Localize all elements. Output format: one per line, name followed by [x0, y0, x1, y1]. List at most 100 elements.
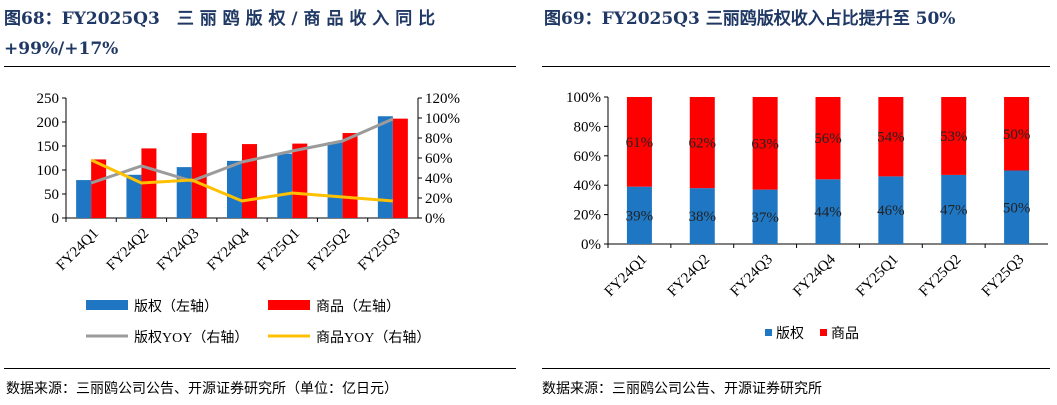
- right-y-tick-label: 40%: [425, 171, 453, 187]
- bar-merch-share: [941, 97, 967, 175]
- data-label-brand: 44%: [814, 205, 842, 221]
- legend-label: 版权YOY（右轴）: [134, 330, 248, 346]
- legend-swatch: [765, 329, 772, 336]
- data-label-merch: 53%: [940, 129, 968, 145]
- x-tick-label: FY25Q2: [305, 226, 353, 274]
- x-tick-label: FY25Q3: [355, 226, 403, 274]
- data-label-merch: 62%: [689, 136, 717, 152]
- data-label-brand: 50%: [1003, 200, 1031, 216]
- x-tick-label: FY24Q1: [602, 252, 650, 300]
- title-rule: [542, 66, 1050, 67]
- bar-merch-share: [752, 97, 778, 190]
- chart-revenue-share: 0% 20% 40% 60% 80% 100% 39% 61% FY24Q1 38% 62% FY24…: [566, 90, 1048, 342]
- source-note: 数据来源：三丽鸥公司公告、开源证券研究所（单位：亿日元）: [6, 381, 398, 397]
- x-tick-label: FY24Q1: [54, 226, 102, 274]
- right-y-tick-label: 20%: [425, 191, 453, 207]
- x-tick-label: FY24Q4: [790, 251, 839, 300]
- bar-merch: [242, 144, 257, 218]
- bar-merch: [292, 143, 308, 218]
- x-tick-label: FY24Q4: [204, 225, 253, 274]
- y-tick-label: 100%: [566, 90, 601, 106]
- legend-label: 商品（左轴）: [316, 299, 400, 315]
- legend-label: 商品: [831, 326, 859, 342]
- y-tick-label: 0%: [581, 237, 601, 253]
- line-brand-yoy: [90, 117, 394, 185]
- bar-brand: [377, 116, 393, 218]
- x-tick-label: FY24Q3: [154, 226, 202, 274]
- data-label-merch: 54%: [877, 130, 905, 146]
- bar-merch-share: [1004, 97, 1030, 171]
- legend-label: 版权（左轴）: [134, 299, 218, 315]
- right-y-tick-label: 120%: [425, 91, 460, 107]
- right-y-tick-label: 80%: [425, 131, 453, 147]
- left-y-tick-label: 250: [37, 91, 60, 107]
- data-label-brand: 38%: [689, 209, 717, 225]
- figure-title: 图68：FY2025Q3 三 丽 鸥 版 权 / 商 品 收 入 同 比 +99…: [4, 4, 516, 64]
- data-label-merch: 50%: [1003, 127, 1031, 143]
- legend-swatch: [268, 300, 310, 310]
- bar-brand-share: [815, 179, 841, 244]
- legend-swatch: [820, 329, 827, 336]
- right-y-tick-label: 0%: [425, 211, 445, 227]
- data-label-merch: 63%: [751, 136, 779, 152]
- bar-merch-share: [626, 97, 652, 187]
- bar-brand: [277, 153, 293, 218]
- bar-brand: [176, 167, 192, 218]
- line-merch-yoy: [90, 158, 393, 203]
- right-y-tick-label: 100%: [425, 111, 460, 127]
- bar-brand: [126, 174, 142, 218]
- title-rule: [4, 66, 516, 67]
- bar-merch: [91, 159, 107, 218]
- chart-brand-vs-merch-revenue: 0 50 100 150 200 250 0% 20% 40% 60% 80% 100% 120% FY2…: [37, 91, 461, 346]
- left-y-tick-label: 200: [37, 115, 60, 131]
- x-tick-label: FY24Q2: [665, 252, 713, 300]
- bar-brand-share: [1004, 170, 1030, 244]
- figure-title-line1: 图68：FY2025Q3 三 丽 鸥 版 权 / 商 品 收 入 同 比: [4, 9, 436, 29]
- bar-brand-share: [626, 186, 652, 244]
- y-tick-label: 60%: [574, 149, 602, 165]
- data-label-merch: 61%: [626, 135, 654, 151]
- x-tick-label: FY24Q2: [104, 226, 152, 274]
- bar-merch-share: [878, 97, 904, 177]
- bar-merch-share: [815, 97, 841, 180]
- x-tick-label: FY25Q1: [853, 252, 901, 300]
- figure-68: 图68：FY2025Q3 三 丽 鸥 版 权 / 商 品 收 入 同 比 +99…: [0, 0, 520, 405]
- bar-brand: [327, 142, 343, 218]
- y-tick-label: 20%: [574, 208, 602, 224]
- data-label-merch: 56%: [814, 131, 842, 147]
- bar-brand-share: [941, 174, 967, 244]
- left-y-tick-label: 100: [37, 163, 60, 179]
- left-y-tick-label: 0: [52, 211, 60, 227]
- bar-merch: [392, 118, 408, 218]
- bar-brand-share: [752, 189, 778, 244]
- x-tick-label: FY25Q3: [979, 252, 1027, 300]
- bar-brand: [76, 180, 92, 218]
- bar-merch-share: [689, 97, 715, 189]
- x-tick-label: FY25Q1: [255, 226, 303, 274]
- y-tick-label: 80%: [574, 119, 602, 135]
- y-tick-label: 40%: [574, 178, 602, 194]
- data-label-brand: 37%: [751, 210, 779, 226]
- left-y-tick-label: 150: [37, 139, 60, 155]
- data-label-brand: 39%: [626, 208, 654, 224]
- source-note: 数据来源：三丽鸥公司公告、开源证券研究所: [542, 381, 822, 397]
- bar-brand: [227, 160, 242, 218]
- left-y-tick-label: 50: [44, 187, 59, 203]
- right-y-tick-label: 60%: [425, 151, 453, 167]
- x-tick-label: FY24Q3: [728, 252, 776, 300]
- bar-merch: [342, 133, 358, 218]
- figure-title: 图69：FY2025Q3 三丽鸥版权收入占比提升至 50%: [544, 9, 956, 29]
- source-rule: [542, 368, 1050, 369]
- legend-swatch: [86, 300, 128, 310]
- legend-label: 版权: [776, 326, 804, 342]
- figure-69: 图69：FY2025Q3 三丽鸥版权收入占比提升至 50% 0% 20% 40% 60…: [540, 0, 1057, 405]
- legend-label: 商品YOY（右轴）: [316, 330, 430, 346]
- data-label-brand: 46%: [877, 203, 905, 219]
- bar-merch: [191, 133, 207, 218]
- data-label-brand: 47%: [940, 202, 968, 218]
- source-rule: [4, 368, 516, 369]
- bar-brand-share: [878, 176, 904, 244]
- x-tick-label: FY25Q2: [916, 252, 964, 300]
- bar-brand-share: [689, 188, 715, 244]
- figure-title-line2: +99%/+17%: [4, 39, 119, 59]
